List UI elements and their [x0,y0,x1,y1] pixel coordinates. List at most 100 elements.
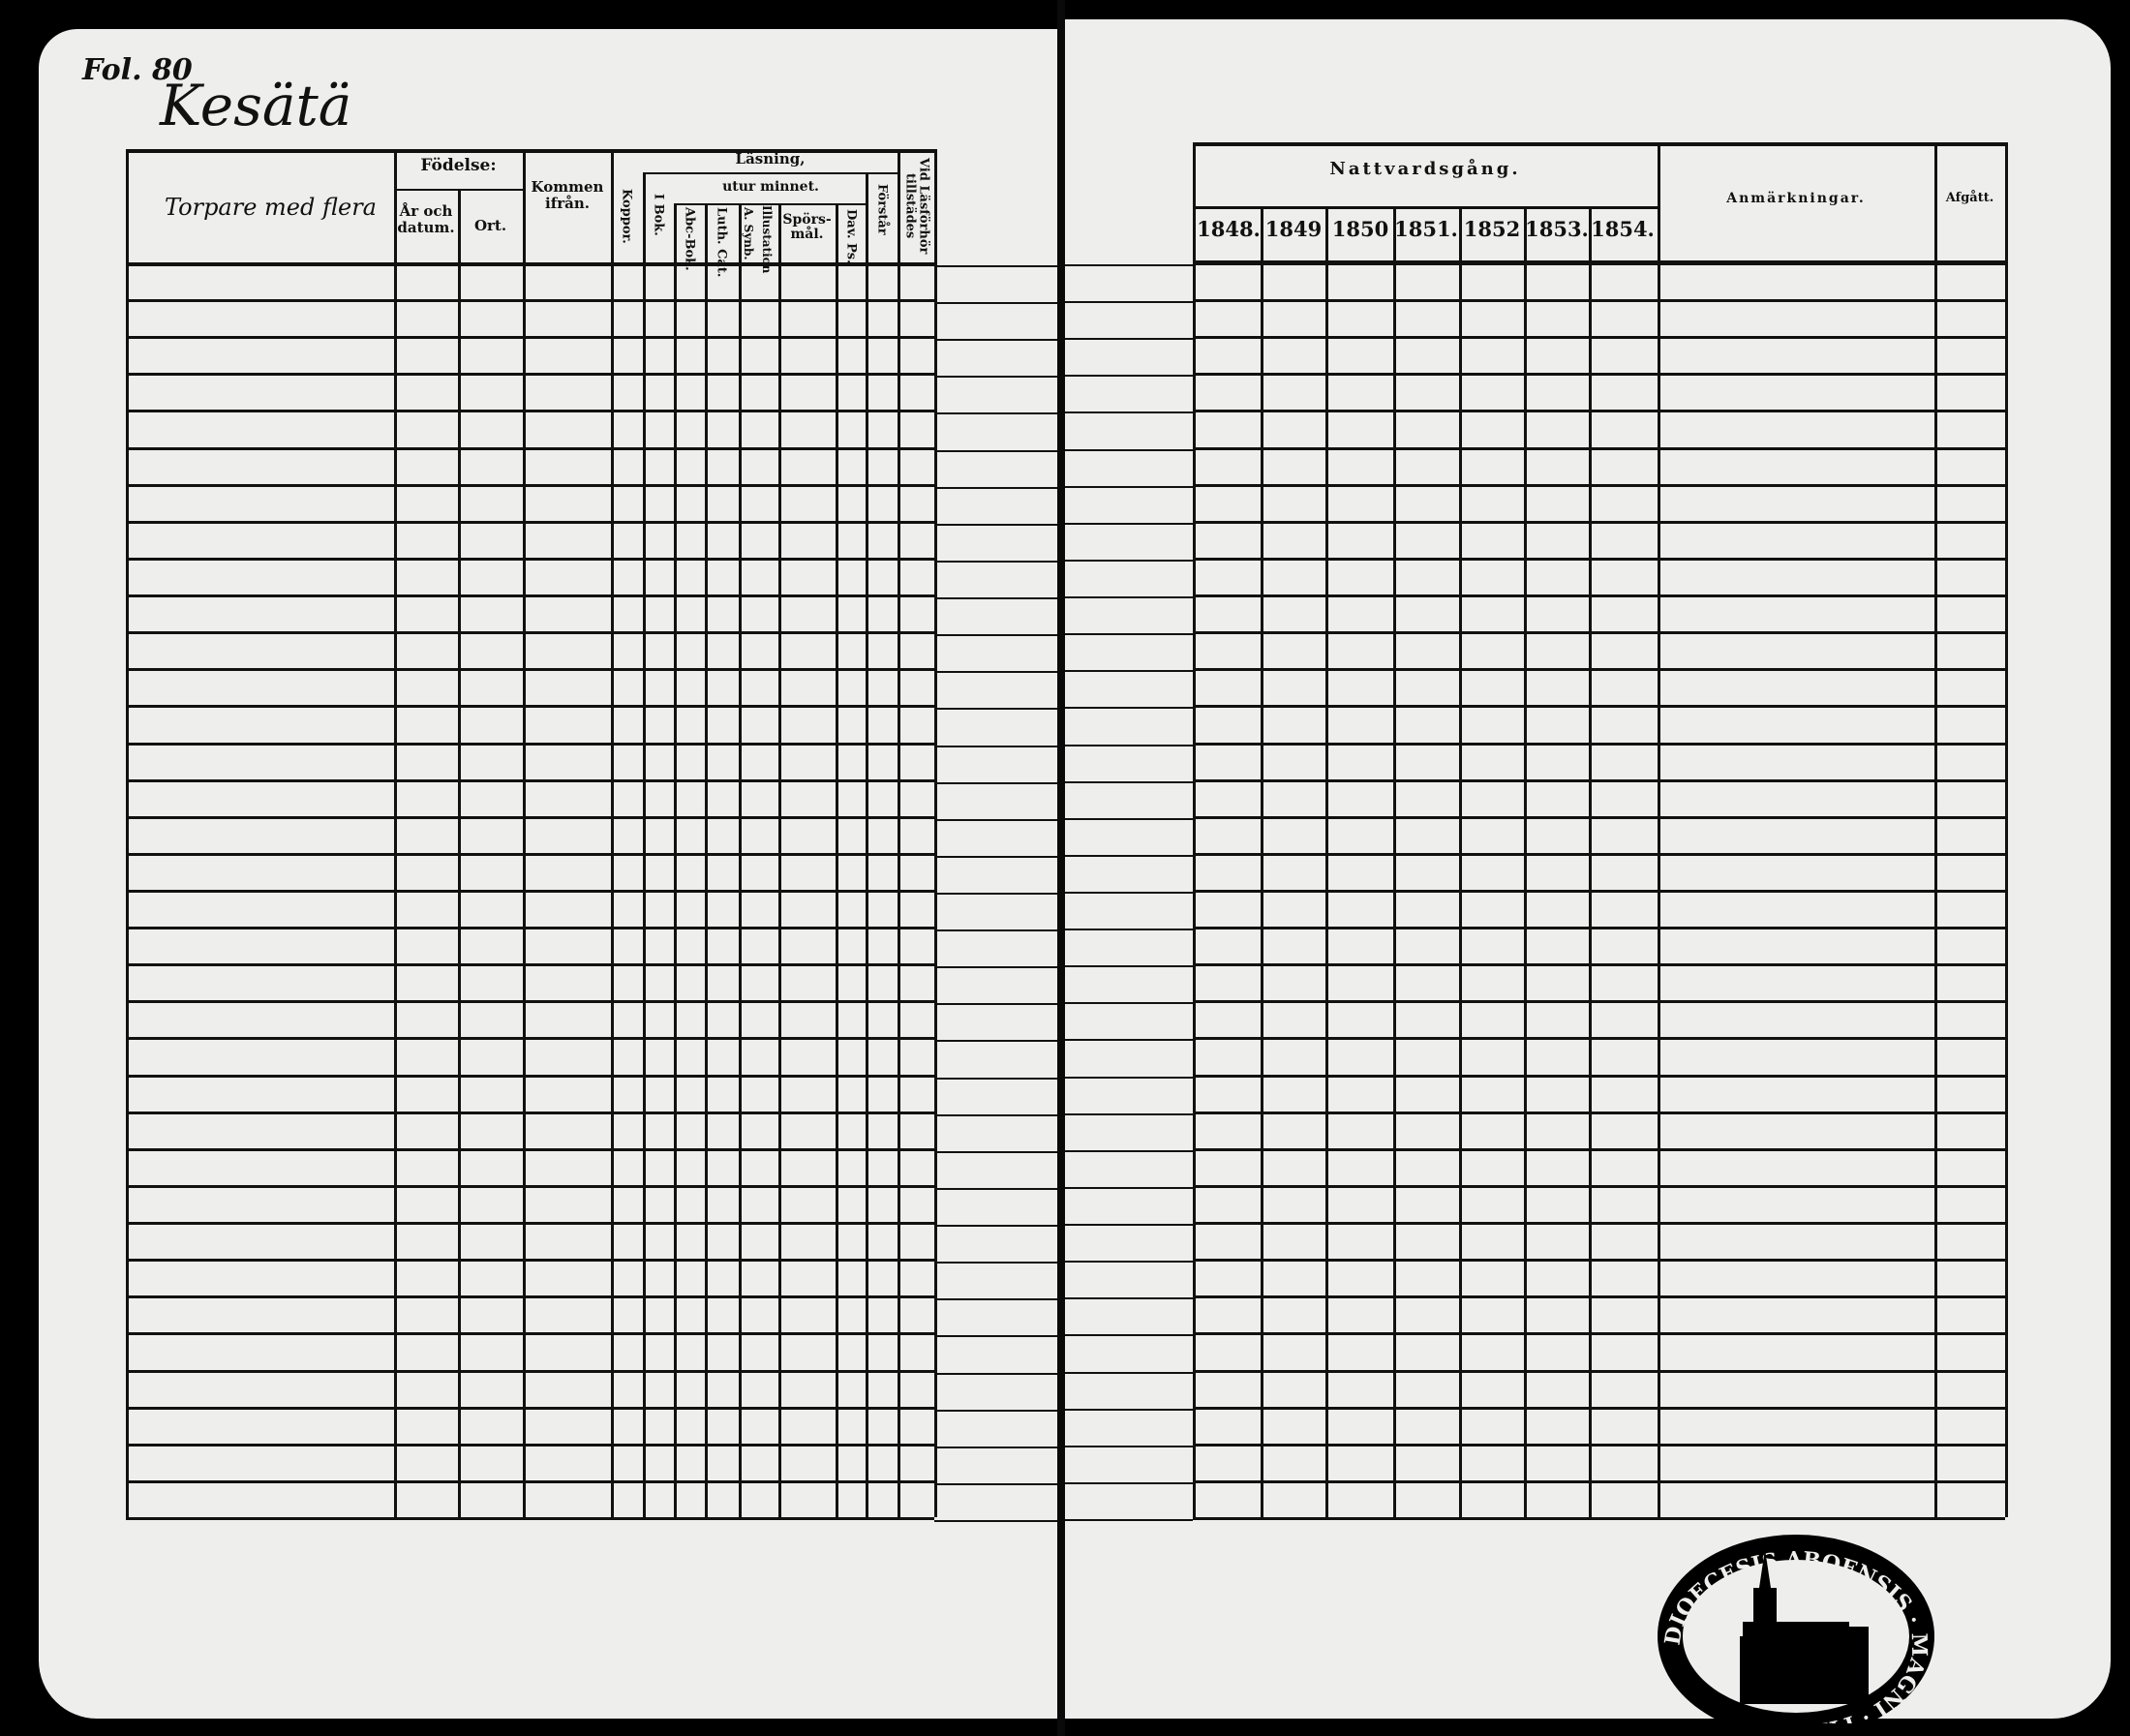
rule-line [934,149,937,1517]
rule-line [643,172,646,1517]
rule-line [934,265,1057,267]
rule-line [1193,1295,2005,1298]
header-luth-cat: Luth. Cat. [714,207,729,278]
rule-line [1065,707,1193,709]
rule-line [126,963,934,966]
rule-line [934,1410,1057,1412]
rule-line [1065,1409,1193,1411]
rule-line [126,1185,934,1188]
rule-line [126,558,934,561]
rule-line [934,1114,1057,1116]
rule-line [126,927,934,929]
header-ar-och-datum: År och datum. [397,202,455,236]
rule-line [1193,558,2005,561]
book-spine [1057,0,1065,1736]
header-illustation: Illustation [760,205,775,274]
rule-line [126,705,934,708]
rule-line [126,1444,934,1447]
rule-line [898,149,900,1517]
rule-line [934,561,1057,563]
rule-line [1065,523,1193,525]
rule-line [1193,668,2005,671]
rule-line [1193,853,2005,856]
rule-line [126,484,934,487]
rule-line [1193,484,2005,487]
rule-line [1193,521,2005,524]
rule-line [1065,375,1193,377]
rule-line [1193,1037,2005,1040]
header-kommen-ifran: Kommen ifrån. [531,178,604,212]
rule-line [1193,1370,2005,1373]
rule-line [934,412,1057,414]
rule-line [1193,1444,2005,1447]
rule-line [1193,594,2005,597]
rule-line [1065,855,1193,857]
rule-line [1065,449,1193,451]
rule-line [674,203,867,205]
rule-line [126,853,934,856]
rule-line [126,1112,934,1114]
rule-line [126,1222,934,1225]
diocese-stamp: DIOECESIS ABOENSIS · MAGNI · FINL · [1658,1535,1934,1723]
rule-line [1065,929,1193,930]
rule-line [934,634,1057,636]
rule-line [739,203,742,1517]
rule-line [934,1298,1057,1300]
rule-line [1193,410,2005,412]
rule-line [1065,1002,1193,1004]
rule-line [934,487,1057,489]
rule-line [934,929,1057,931]
header-afgatt: Afgått. [1945,191,1994,205]
rule-line [934,1447,1057,1448]
rule-line [1065,1261,1193,1263]
rule-line [934,1040,1057,1042]
rule-line [778,203,781,1517]
rule-line [1193,743,2005,746]
rule-line [1193,1332,2005,1335]
rule-line [1193,1222,2005,1225]
rule-line [126,1370,934,1373]
rule-line [934,339,1057,341]
rule-line [934,302,1057,304]
rule-line [1065,1519,1193,1521]
rule-line [1193,890,2005,893]
rule-line [126,1332,934,1335]
rule-line [674,203,677,1517]
rule-line [934,782,1057,784]
rule-line [934,1373,1057,1375]
rule-line [1065,781,1193,783]
rule-line [126,373,934,376]
rule-line [126,521,934,524]
rule-line [1065,560,1193,562]
rule-line [934,1225,1057,1227]
rule-line [934,1483,1057,1485]
rule-line [1261,206,1263,1517]
rule-line [394,189,523,191]
rule-line [1065,745,1193,746]
rule-line [1065,1113,1193,1115]
rule-line [1459,206,1462,1517]
header-dav-ps: Dav. Ps. [843,209,859,264]
rule-line [934,671,1057,673]
year-1854: 1854. [1591,217,1655,241]
rule-line [1193,142,2005,146]
rule-line [126,1517,934,1520]
rule-line [934,1151,1057,1153]
rule-line [934,856,1057,858]
rule-line [126,816,934,819]
rule-line [1065,892,1193,894]
rule-line [643,172,898,174]
rule-line [1065,670,1193,672]
rule-line [1524,206,1527,1517]
header-sporsmal: Spörs-mål. [782,212,832,243]
header-anmarkningar: Anmärkningar. [1726,191,1866,206]
rule-line [934,893,1057,895]
rule-line [934,1188,1057,1190]
header-utur-minnet: utur minnet. [722,179,819,195]
rule-line [1065,633,1193,635]
header-i-bok: I Bok. [651,194,666,236]
rule-line [934,524,1057,526]
rule-line [126,1037,934,1040]
rule-line [705,203,708,1517]
